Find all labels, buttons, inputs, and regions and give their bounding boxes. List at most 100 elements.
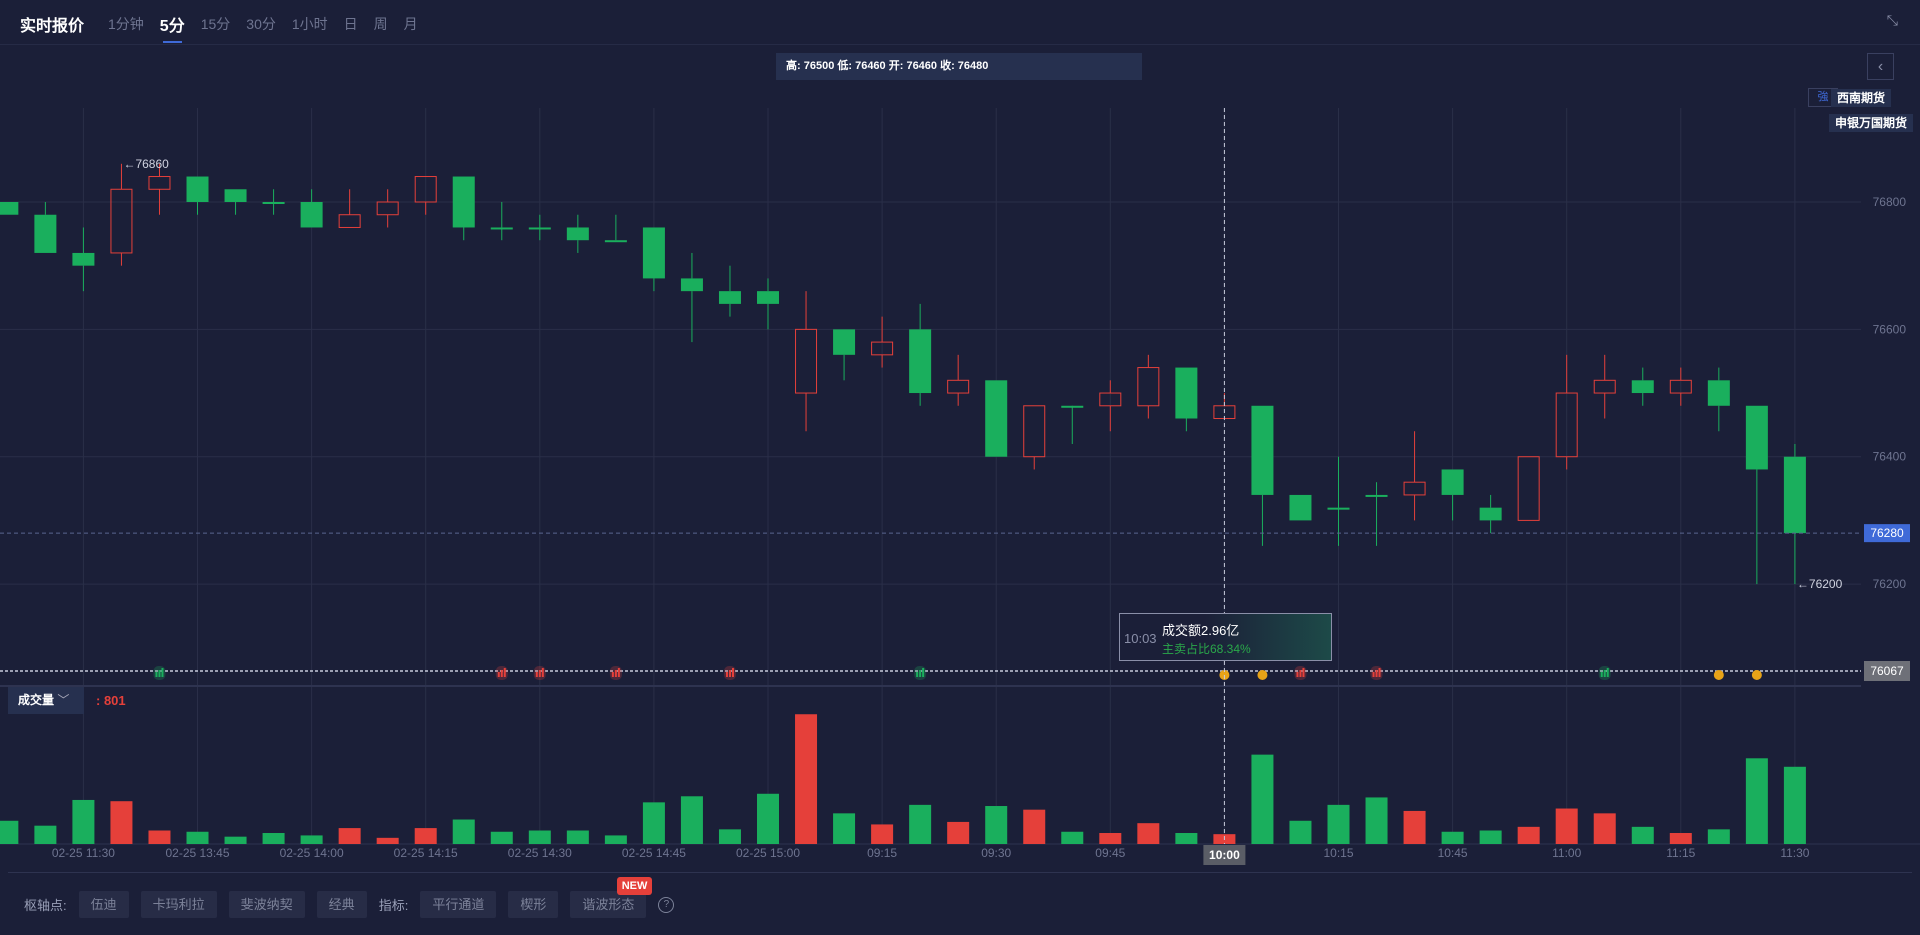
indicator-label: 指标:	[378, 898, 409, 913]
candle-body	[1441, 469, 1464, 495]
x-tick-label: 02-25 14:45	[622, 846, 686, 860]
candle-body	[795, 328, 818, 394]
reference-badge	[1864, 661, 1910, 681]
chevron-left-icon: ‹	[1877, 58, 1884, 75]
volume-bar	[604, 835, 627, 844]
parallel-channel-button[interactable]: 平行通道	[420, 891, 497, 918]
candle-body	[718, 291, 741, 304]
tooltip-ratio: 主卖占比68.34%	[1162, 642, 1251, 656]
ohlc-info: 高: 76500 低: 76460 开: 76460 收: 76480	[776, 53, 1142, 80]
tab-week[interactable]: 周	[373, 16, 388, 32]
candle-body	[1593, 379, 1616, 394]
volume-bar	[833, 813, 856, 844]
coin-signal-icon	[1713, 670, 1724, 680]
signal-bar	[500, 670, 503, 677]
candle-body	[186, 176, 209, 202]
candle-body	[1251, 405, 1274, 495]
tab-5min[interactable]: 5分	[160, 12, 185, 43]
page-title: 实时报价	[20, 18, 85, 35]
volume-indicator-select[interactable]: 成交量 ﹀	[8, 687, 84, 714]
signal-bar	[1372, 672, 1375, 677]
divider	[8, 872, 1912, 873]
candle-body	[1783, 456, 1806, 534]
volume-bar	[0, 820, 19, 844]
wedge-button[interactable]: 楔形	[508, 891, 559, 918]
candle-body	[909, 329, 932, 394]
volume-bar	[414, 828, 437, 844]
signal-bar	[614, 670, 617, 677]
volume-bar	[642, 802, 665, 844]
candle-body	[566, 227, 589, 241]
signal-bar	[725, 672, 728, 677]
tab-day[interactable]: 日	[343, 16, 358, 32]
volume-bar	[224, 836, 247, 844]
volume-bar	[1593, 813, 1616, 844]
x-tick-label: 09:30	[981, 846, 1011, 860]
volume-bar	[338, 828, 361, 844]
signal-bar	[1603, 670, 1606, 677]
signal-bar	[916, 672, 919, 677]
volume-bar	[1631, 826, 1654, 844]
signal-bar	[611, 672, 614, 677]
x-tick-label: 10:15	[1323, 846, 1353, 860]
signal-bar	[1299, 670, 1302, 677]
volume-bar	[985, 806, 1008, 844]
harmonic-pattern-label: 谐波形态	[582, 897, 635, 912]
signal-bar	[1378, 668, 1381, 677]
volume-bar	[1783, 766, 1806, 844]
harmonic-pattern-button[interactable]: 谐波形态 NEW	[570, 877, 653, 918]
candle-body	[1327, 507, 1350, 510]
pivot-woodie-button[interactable]: 伍迪	[78, 891, 129, 918]
tab-month[interactable]: 月	[403, 16, 418, 32]
volume-bar	[300, 835, 323, 844]
volume-bar	[909, 804, 932, 844]
x-tick-label: 02-25 11:30	[52, 846, 115, 860]
volume-bar	[871, 824, 894, 844]
volume-bar	[1327, 804, 1350, 844]
volume-bar	[148, 830, 171, 844]
candle-body	[1061, 405, 1084, 408]
x-tick-label: 11:00	[1552, 846, 1581, 860]
y-tick-label: 76600	[1873, 322, 1907, 336]
tab-1hour[interactable]: 1小时	[291, 16, 328, 32]
candle-body	[528, 227, 551, 230]
tab-30min[interactable]: 30分	[246, 16, 276, 32]
period-tabs: 1分钟 5分 15分 30分 1小时 日 周 月	[108, 12, 418, 43]
tab-1min[interactable]: 1分钟	[108, 16, 144, 32]
candle-body	[1669, 379, 1692, 394]
candle-body	[1479, 507, 1502, 521]
coin-signal-icon	[1257, 670, 1268, 680]
candle-body	[1137, 367, 1160, 407]
candle-body	[1555, 392, 1578, 458]
signal-bar	[617, 668, 620, 677]
crosshair-time-badge	[1203, 845, 1246, 865]
candle-body	[490, 227, 513, 230]
candle-body	[1745, 405, 1768, 470]
candle-body	[757, 291, 780, 304]
candle-body	[1175, 367, 1198, 419]
help-icon[interactable]: ?	[658, 896, 675, 913]
signal-bar	[1302, 668, 1305, 677]
volume-bar	[1517, 826, 1540, 844]
shrink-arrows-icon[interactable]: ⤡	[1886, 12, 1898, 28]
signal-bar	[535, 672, 538, 677]
signal-bar	[1296, 672, 1299, 677]
pivot-classic-button[interactable]: 经典	[316, 891, 367, 918]
collapse-panel-button[interactable]: ‹	[1867, 53, 1894, 80]
pivot-fibonacci-button[interactable]: 斐波纳契	[228, 891, 305, 918]
signal-bar	[1606, 668, 1609, 677]
last-price-label: 76280	[1870, 526, 1904, 540]
broker-label[interactable]: 西南期货	[1831, 89, 1892, 107]
volume-bar	[1251, 754, 1274, 844]
price-extreme-label: ←76200	[1797, 577, 1843, 591]
candle-body	[34, 214, 57, 253]
candle-body	[1023, 405, 1046, 458]
volume-bar	[1669, 833, 1692, 844]
signal-bar	[155, 672, 158, 677]
pivot-camarilla-button[interactable]: 卡玛利拉	[140, 891, 217, 918]
volume-bar	[1745, 758, 1768, 844]
signal-bar	[161, 668, 164, 677]
tab-15min[interactable]: 15分	[200, 16, 231, 32]
broker-label[interactable]: 申银万国期货	[1829, 114, 1914, 132]
